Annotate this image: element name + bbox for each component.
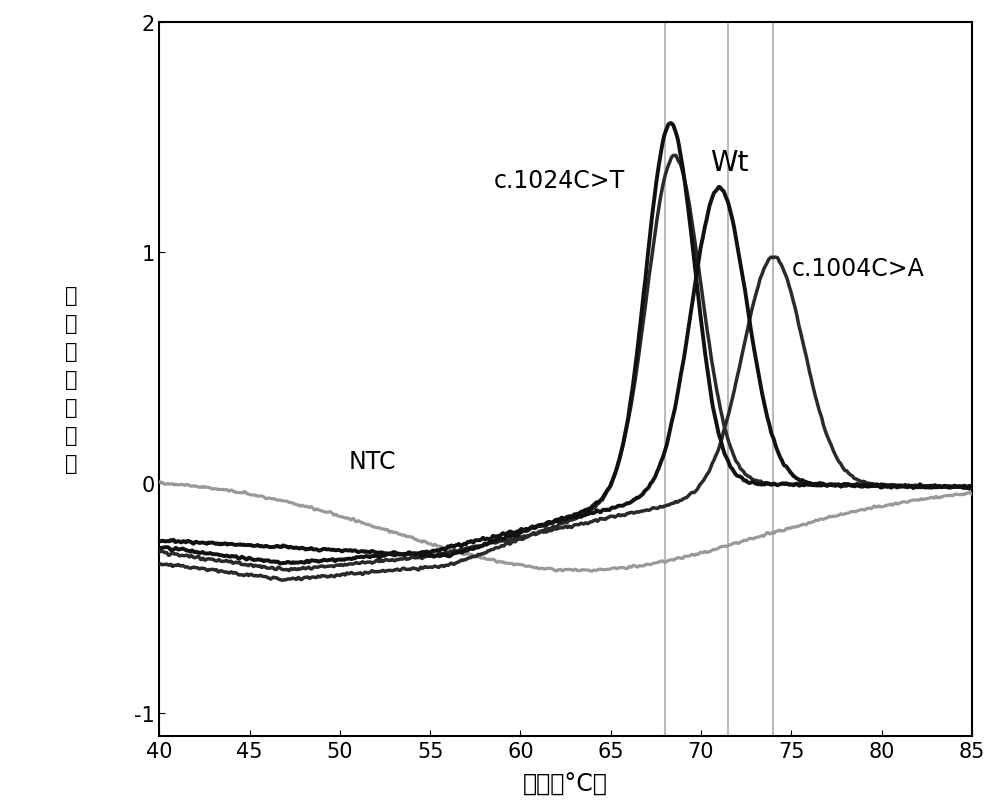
Text: Wt: Wt xyxy=(710,149,748,177)
Text: NTC: NTC xyxy=(349,450,396,474)
Y-axis label: 荧
光
信
号
倒
数
值: 荧 光 信 号 倒 数 值 xyxy=(65,285,78,474)
X-axis label: 温度（°C）: 温度（°C） xyxy=(523,772,608,796)
Text: c.1004C>A: c.1004C>A xyxy=(791,256,924,281)
Text: c.1024C>T: c.1024C>T xyxy=(493,169,625,193)
